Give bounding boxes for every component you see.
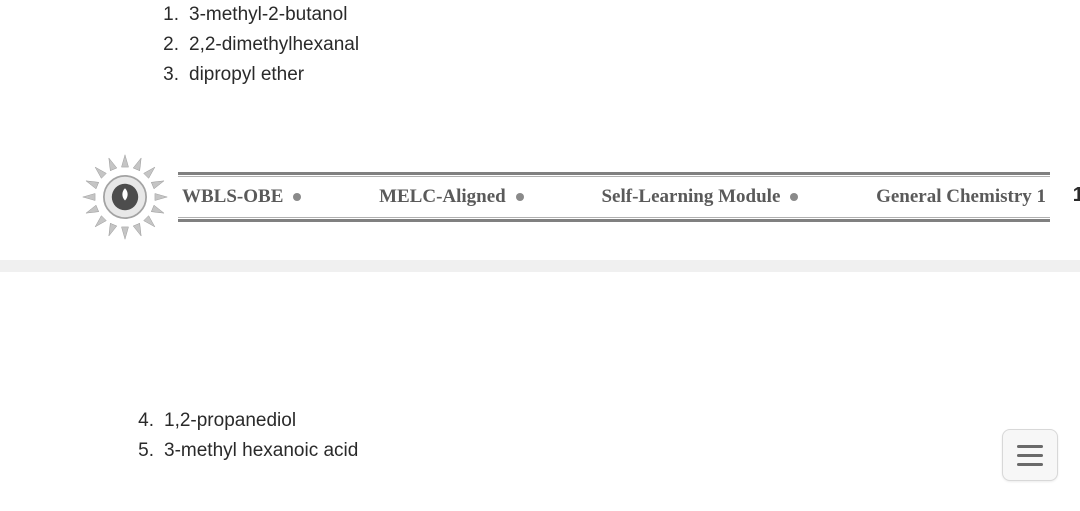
- banner-item: MELC-Aligned: [379, 186, 524, 208]
- banner-text-row: WBLS-OBE MELC-Aligned Self-Learning Modu…: [178, 176, 1050, 218]
- menu-button[interactable]: [1002, 429, 1058, 481]
- banner-item: WBLS-OBE: [182, 186, 301, 208]
- page-gap: [0, 260, 1080, 272]
- list-text: 1,2-propanediol: [164, 410, 296, 432]
- list-text: dipropyl ether: [189, 64, 304, 86]
- hamburger-icon: [1017, 454, 1043, 457]
- list-item: 2. 2,2-dimethylhexanal: [155, 34, 359, 56]
- banner-label: WBLS-OBE: [182, 186, 283, 208]
- list-number: 5.: [130, 440, 154, 462]
- bullet-icon: [293, 193, 301, 201]
- list-item: 5. 3-methyl hexanoic acid: [130, 440, 358, 462]
- hamburger-icon: [1017, 463, 1043, 466]
- page-number: 10: [1073, 184, 1080, 207]
- list-number: 2.: [155, 34, 179, 56]
- banner-label: Self-Learning Module: [601, 186, 780, 208]
- ordered-list-top: 1. 3-methyl-2-butanol 2. 2,2-dimethylhex…: [155, 4, 359, 94]
- banner-bar: WBLS-OBE MELC-Aligned Self-Learning Modu…: [178, 172, 1050, 222]
- bullet-icon: [790, 193, 798, 201]
- ordered-list-bottom: 4. 1,2-propanediol 5. 3-methyl hexanoic …: [130, 410, 358, 470]
- list-text: 3-methyl hexanoic acid: [164, 440, 358, 462]
- list-item: 4. 1,2-propanediol: [130, 410, 358, 432]
- list-number: 3.: [155, 64, 179, 86]
- list-text: 3-methyl-2-butanol: [189, 4, 347, 26]
- bullet-icon: [516, 193, 524, 201]
- rule-bottom: [178, 218, 1050, 222]
- list-number: 1.: [155, 4, 179, 26]
- seal-icon: [80, 152, 170, 242]
- banner-item: General Chemistry 1: [876, 186, 1046, 208]
- list-item: 1. 3-methyl-2-butanol: [155, 4, 359, 26]
- footer-banner: WBLS-OBE MELC-Aligned Self-Learning Modu…: [80, 152, 1050, 242]
- list-text: 2,2-dimethylhexanal: [189, 34, 359, 56]
- hamburger-icon: [1017, 445, 1043, 448]
- list-item: 3. dipropyl ether: [155, 64, 359, 86]
- banner-label: General Chemistry 1: [876, 186, 1046, 208]
- list-number: 4.: [130, 410, 154, 432]
- banner-item: Self-Learning Module: [601, 186, 798, 208]
- banner-label: MELC-Aligned: [379, 186, 506, 208]
